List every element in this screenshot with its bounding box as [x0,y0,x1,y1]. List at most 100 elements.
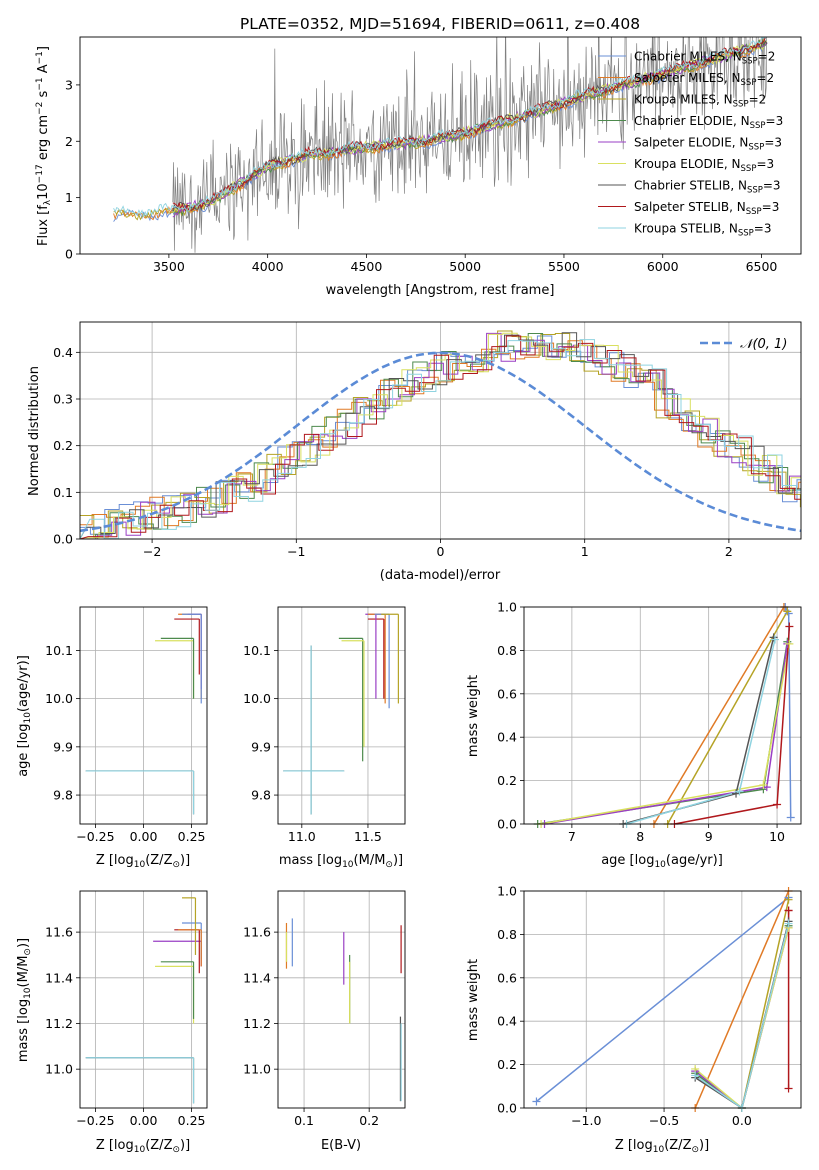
y-tick-label: 0.6 [497,970,517,985]
age_vs_mass-plot-area [283,613,399,815]
legend-entry: Chabrier MILES, NSSP=2 [634,50,775,67]
legend-entry: Chabrier ELODIE, NSSP=3 [634,114,783,131]
weight-marker [771,635,780,644]
legend-entry: Kroupa STELIB, NSSP=3 [634,222,772,239]
histogram-step [80,332,801,539]
weight-marker [784,906,793,915]
x-axis-label: Z [log10(Z/Z⊙)] [96,853,190,870]
y-tick-label: 0.3 [53,392,73,407]
histogram-step [80,332,801,539]
data-spectrum-line [172,37,767,253]
spectrum-legend: Chabrier MILES, NSSP=2 Salpeter MILES, NS… [598,50,783,239]
x-tick-label: −0.5 [649,1113,679,1128]
y-tick-label: 10.1 [243,643,271,658]
y-axis-label: mass [log10(M/M⊙)] [16,938,33,1062]
weight-series-line [653,607,785,824]
x-tick-label: 0.25 [178,1113,206,1128]
x-tick-label: 2 [725,544,733,559]
weight-series-line [694,923,790,1108]
y-tick-label: 0.6 [497,686,517,701]
residuals-frame [79,321,802,540]
x-tick-label: −0.25 [76,1113,114,1128]
legend-entry: 𝒩(0, 1) [740,337,787,352]
y-axis-label: Flux [fλ10−17 erg cm−2 s−1 A−1] [35,46,53,246]
legend-entry: Chabrier STELIB, NSSP=3 [634,179,781,196]
x-axis-label: Z [log10(Z/Z⊙)] [615,1138,709,1155]
y-tick-label: 11.0 [45,1062,73,1077]
y-axis-label: age [log10(age/yr)] [16,655,33,777]
mass_vs_ebv-grid [278,891,405,1108]
x-axis-label: age [log10(age/yr)] [601,853,723,870]
legend-entry: Salpeter STELIB, NSSP=3 [634,200,779,217]
y-tick-label: 11.4 [45,970,73,985]
legend-entry: Kroupa MILES, NSSP=2 [634,93,766,110]
histogram-step [80,335,801,539]
age_vs_Z-grid [80,607,207,824]
age_vs_Z-plot-area [85,613,202,815]
x-tick-label: 3500 [153,259,185,274]
age_vs_Z-frame [79,606,208,825]
x-tick-label: 11.5 [354,829,382,844]
y-tick-label: 10.0 [45,691,73,706]
model-spectrum-line [172,37,767,212]
weight-series-line [666,610,788,824]
legend-entry: Salpeter MILES, NSSP=2 [634,71,774,88]
x-tick-label: 0.0 [732,1113,752,1128]
mass_vs_Z-panel: −0.25 0.00 0.25 11.0 11.2 11.4 11.6 Z [log10(Z/… [16,890,208,1155]
mass_vs_Z-plot-area [85,897,202,1104]
weight-marker [784,1084,793,1093]
legend-entry: Kroupa ELODIE, NSSP=3 [634,157,774,174]
weight-marker [784,895,793,904]
y-tick-label: 11.4 [243,970,271,985]
weight-series-line [741,899,790,1108]
y-axis-label: mass weight [466,959,481,1041]
weight_vs_age-frame [523,606,802,825]
y-tick-label: 9.8 [251,788,271,803]
x-tick-label: 6000 [647,259,679,274]
weight-marker [532,1097,541,1106]
x-axis-label: (data-model)/error [380,568,501,583]
y-tick-label: 0.1 [53,485,73,500]
x-tick-label: 0.00 [130,1113,158,1128]
spectrum-panel: 3500 4000 4500 5000 5500 6000 6500 0 1 2 3 Chabrier… [35,36,802,298]
x-tick-label: 5000 [449,259,481,274]
y-tick-label: 0 [65,247,73,262]
histogram-step [80,333,801,539]
mass_vs_ebv-panel: 0.1 0.2 11.0 11.2 11.4 11.6 E(B-V) [243,890,406,1153]
normal-curve [80,351,801,533]
y-tick-label: 0.2 [53,438,73,453]
x-tick-label: 11.0 [288,829,316,844]
weight_vs_Z-panel: −1.0 −0.5 0.0 0.0 0.2 0.4 0.6 0.8 1.0 Z [log10(Z/… [466,884,802,1155]
y-tick-label: 11.6 [243,925,271,940]
spectrum-frame [79,36,802,255]
x-tick-label: 5500 [548,259,580,274]
weight-marker [773,800,782,809]
x-tick-label: 9 [705,829,713,844]
x-tick-label: −2 [143,544,161,559]
mass_vs_Z-grid [80,891,207,1108]
y-tick-label: 1.0 [497,600,517,615]
mass_vs_ebv-plot-area [285,918,402,1102]
x-tick-label: 8 [636,829,644,844]
y-tick-label: 0.8 [497,643,517,658]
y-tick-label: 9.9 [53,739,73,754]
y-tick-label: 0.4 [53,345,73,360]
x-tick-label: 0.1 [294,1113,314,1128]
x-axis-label: Z [log10(Z/Z⊙)] [96,1138,190,1155]
x-axis-label: mass [log10(M/M⊙)] [279,853,403,870]
y-tick-label: 10.1 [45,643,73,658]
x-tick-label: −1.0 [571,1113,601,1128]
weight-marker [786,813,795,822]
y-tick-label: 0.2 [497,773,517,788]
weight-marker [785,622,794,631]
y-tick-label: 0.0 [497,817,517,832]
x-tick-label: 6500 [746,259,778,274]
x-tick-label: 7 [568,829,576,844]
age_vs_Z-panel: −0.25 0.00 0.25 9.8 9.9 10.0 10.1 Z [log10(Z/Z⊙… [16,606,208,870]
y-tick-label: 10.0 [243,691,271,706]
weight-marker [785,639,794,648]
histogram-step [80,332,801,539]
x-tick-label: 4500 [351,259,383,274]
